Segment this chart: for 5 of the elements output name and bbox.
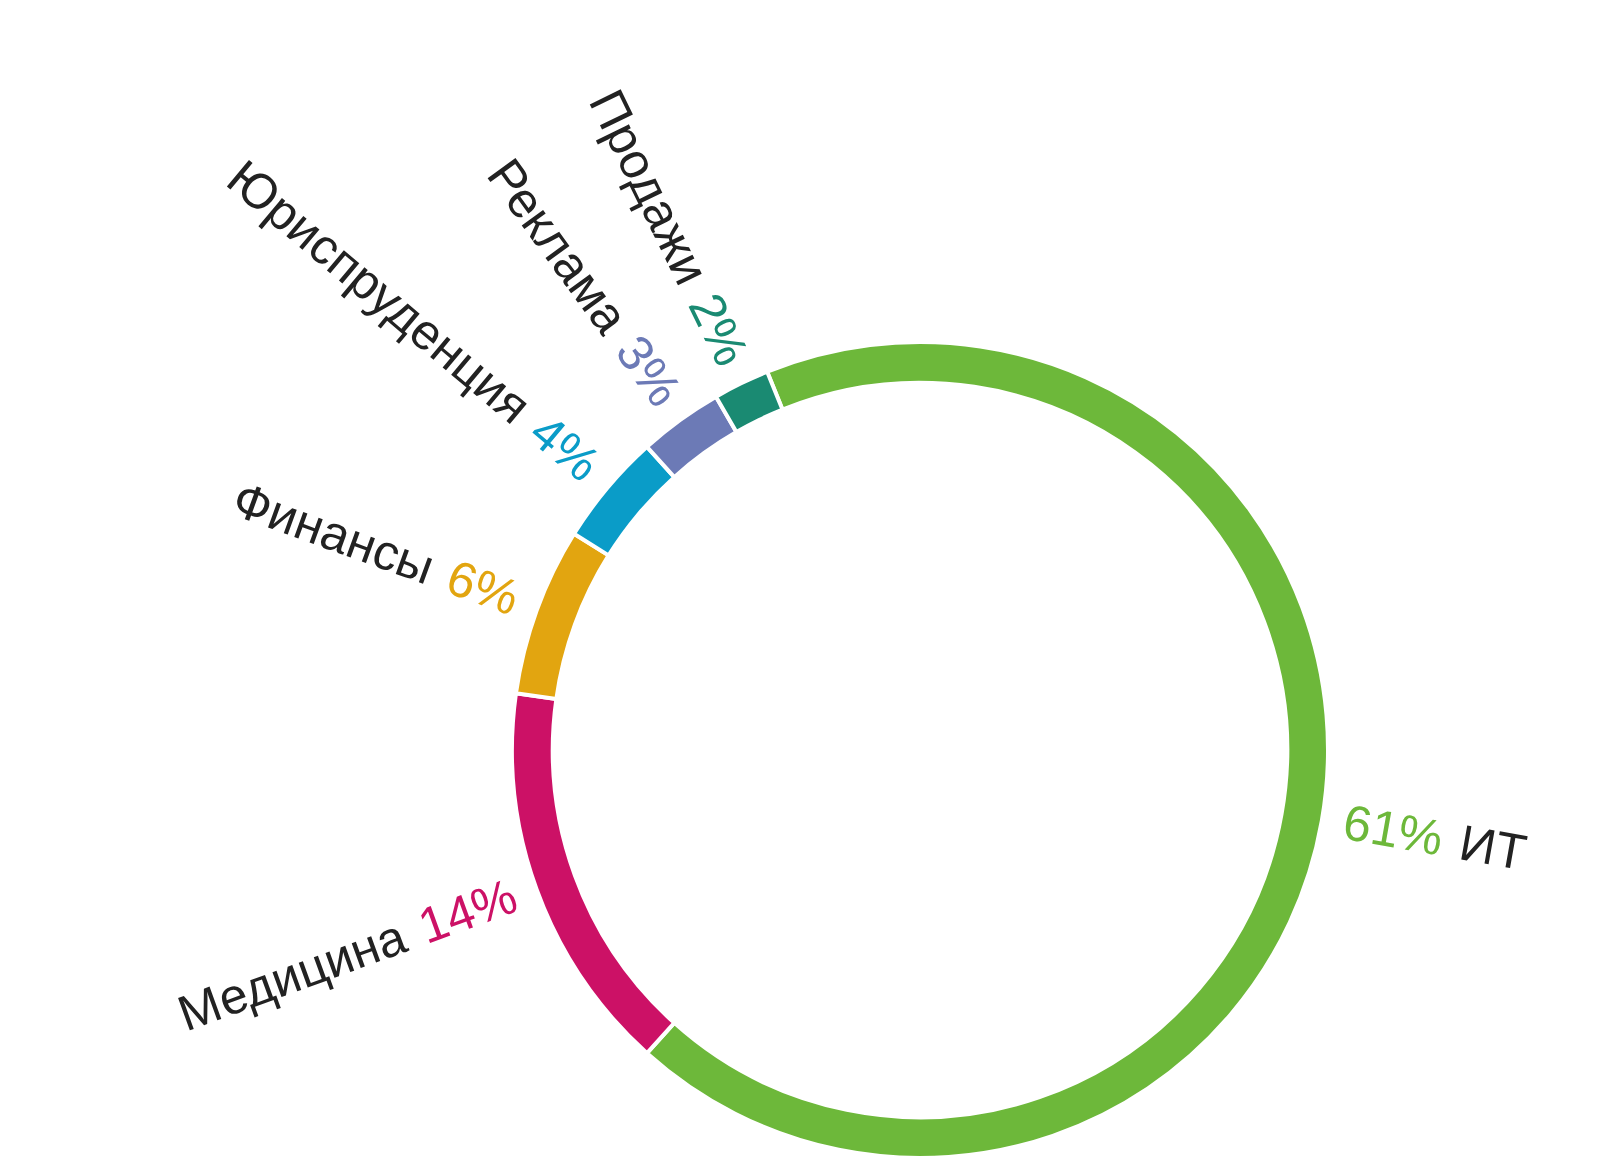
data-label: 61% [1339, 793, 1448, 867]
data-label: 6% [439, 548, 527, 627]
data-label: 14% [411, 867, 525, 955]
slice-label: ИТ [1455, 814, 1531, 882]
data-label: 2% [677, 284, 760, 375]
